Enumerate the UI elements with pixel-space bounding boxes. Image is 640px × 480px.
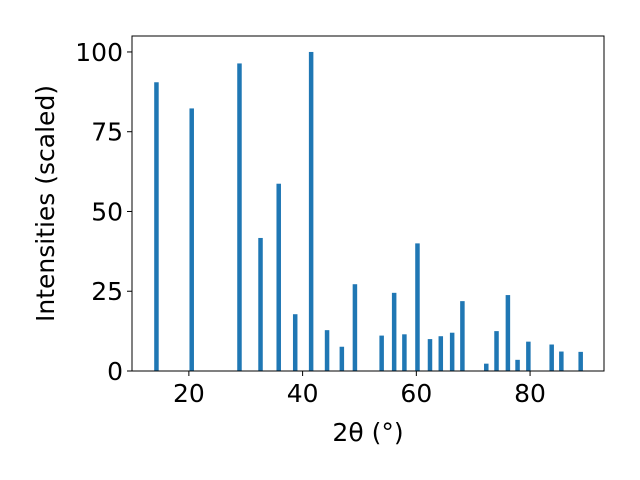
bar [549,344,554,371]
bar [559,351,564,371]
bar [438,336,444,371]
x-axis-label: 2θ (°) [332,418,403,447]
bar [154,82,159,371]
bar [449,332,455,371]
x-tick-label: 60 [400,379,432,408]
bar [258,237,263,371]
x-tick-label: 20 [173,379,205,408]
bar [391,292,397,371]
bar [324,330,330,371]
bar [515,359,520,371]
y-tick-label: 75 [91,118,123,147]
bar [494,331,499,371]
y-tick-label: 50 [91,197,123,226]
bar [308,51,314,371]
bar [339,346,345,371]
y-tick-label: 100 [75,38,123,67]
bar [352,284,358,371]
bar [427,339,433,371]
bar [402,334,407,371]
bar [526,341,531,371]
y-tick-label: 0 [107,357,123,386]
bar [379,335,384,371]
bar [189,108,194,372]
bar [505,295,511,371]
bars-group [154,51,583,372]
bar [578,351,583,371]
x-tick-label: 80 [514,379,546,408]
bar [276,183,281,371]
bar [292,314,298,371]
y-tick-label: 25 [91,277,123,306]
y-axis-label: Intensities (scaled) [31,85,60,322]
bar [415,243,420,371]
bar [237,63,242,371]
plot-frame [131,35,605,372]
y-axis: 0 25 50 75 100 [75,38,132,386]
x-axis: 20 40 60 80 [173,371,546,408]
bar [460,301,465,371]
bar [484,363,489,371]
x-tick-label: 40 [287,379,319,408]
